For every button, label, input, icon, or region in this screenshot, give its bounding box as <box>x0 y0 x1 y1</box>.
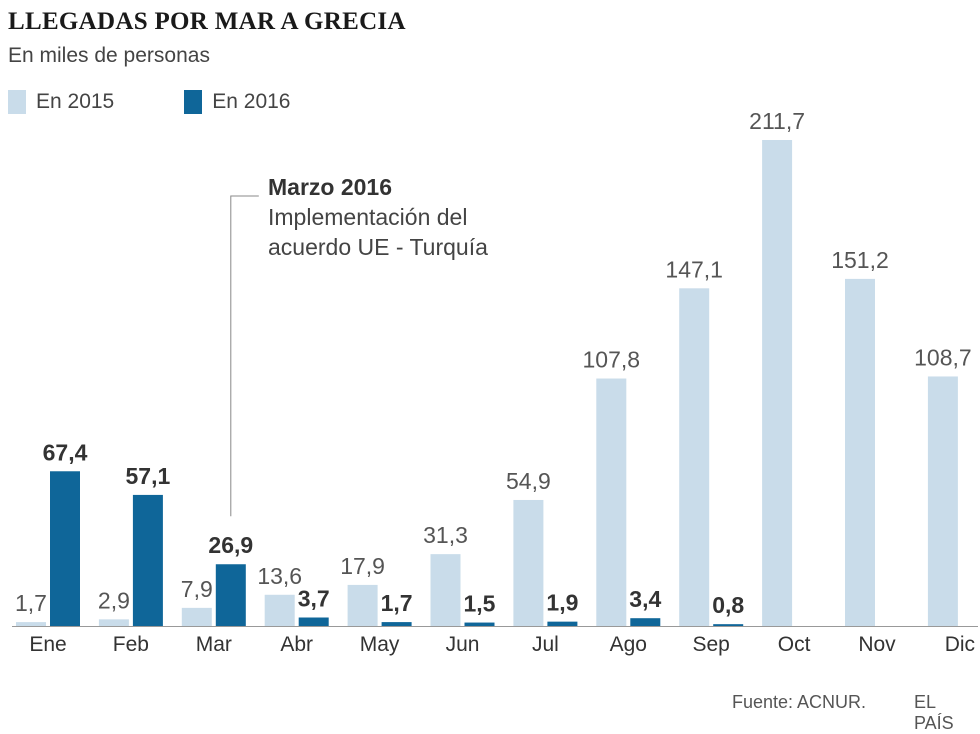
bar-2015-ago <box>596 378 627 626</box>
data-label-2016-jun: 1,5 <box>464 591 496 617</box>
data-label-2015-sep: 147,1 <box>665 256 723 282</box>
annotation-title: Marzo 2016 <box>268 174 393 200</box>
bar-2016-jul <box>547 621 578 626</box>
data-label-2016-ene: 67,4 <box>43 439 88 465</box>
data-label-2015-nov: 151,2 <box>831 247 889 273</box>
annotation-leader-line <box>230 195 259 517</box>
legend-label-2016: En 2016 <box>212 90 291 113</box>
bar-2015-sep <box>679 288 710 626</box>
bar-2015-abr <box>264 594 295 626</box>
data-label-2015-jul: 54,9 <box>506 468 551 494</box>
bar-2015-nov <box>845 278 875 626</box>
data-label-2015-abr: 13,6 <box>257 563 302 589</box>
bar-2016-sep <box>713 624 744 626</box>
x-tick-label-mar: Mar <box>196 633 232 656</box>
annotation-line-2: acuerdo UE - Turquía <box>268 234 488 260</box>
x-tick-label-feb: Feb <box>113 633 149 656</box>
bar-2016-jun <box>464 622 495 626</box>
data-label-2016-may: 1,7 <box>381 590 413 616</box>
legend-item-2015: En 2015 <box>8 90 114 114</box>
data-label-2016-ago: 3,4 <box>629 586 661 612</box>
bar-2016-may <box>381 622 412 626</box>
legend: En 2015 En 2016 <box>8 90 361 114</box>
bar-2015-oct <box>762 140 793 626</box>
bar-2016-mar <box>215 564 246 626</box>
annotation-line-1: Implementación del <box>268 204 468 230</box>
data-label-2015-may: 17,9 <box>340 553 385 579</box>
x-tick-label-dic: Dic <box>945 633 975 656</box>
data-label-2015-dic: 108,7 <box>914 344 972 370</box>
data-label-2016-abr: 3,7 <box>298 586 330 612</box>
bar-2015-mar <box>181 607 212 626</box>
x-tick-label-jun: Jun <box>446 633 480 656</box>
bar-2016-abr <box>298 617 329 626</box>
x-tick-label-nov: Nov <box>858 633 896 656</box>
bar-2015-feb <box>98 619 129 626</box>
x-tick-label-ago: Ago <box>610 633 647 656</box>
x-tick-label-sep: Sep <box>693 633 730 656</box>
bar-2015-ene <box>16 622 46 626</box>
data-label-2016-sep: 0,8 <box>712 592 744 618</box>
legend-swatch-2016 <box>184 90 203 114</box>
bar-2016-ago <box>630 618 661 626</box>
chart-subtitle: En miles de personas <box>8 44 210 67</box>
legend-swatch-2015 <box>8 90 26 114</box>
data-label-2016-jul: 1,9 <box>546 590 578 616</box>
chart-title: LLEGADAS POR MAR A GRECIA <box>8 8 406 35</box>
annotation: Marzo 2016 Implementación del acuerdo UE… <box>268 172 488 262</box>
bar-2015-jul <box>513 499 544 626</box>
data-label-2016-mar: 26,9 <box>208 532 253 558</box>
data-label-2016-feb: 57,1 <box>126 463 171 489</box>
data-label-2015-jun: 31,3 <box>423 522 468 548</box>
data-label-2015-mar: 7,9 <box>181 576 213 602</box>
x-tick-label-oct: Oct <box>778 633 811 656</box>
bar-2015-may <box>347 584 378 626</box>
legend-item-2016: En 2016 <box>184 90 291 114</box>
bar-2015-jun <box>430 554 461 626</box>
x-tick-label-may: May <box>360 633 400 656</box>
data-label-2015-ago: 107,8 <box>583 347 641 373</box>
source-note: Fuente: ACNUR. <box>732 692 867 712</box>
bar-2016-ene <box>50 471 80 626</box>
data-label-2015-feb: 2,9 <box>98 587 130 613</box>
bar-2015-dic <box>927 376 958 626</box>
legend-label-2015: En 2015 <box>36 90 115 113</box>
x-tick-label-ene: Ene <box>29 633 66 656</box>
data-label-2015-ene: 1,7 <box>15 590 47 616</box>
x-tick-label-abr: Abr <box>280 633 313 656</box>
data-label-2015-oct: 211,7 <box>749 108 805 134</box>
brand-logo: EL PAÍS <box>914 692 954 733</box>
x-tick-label-jul: Jul <box>532 633 559 656</box>
bar-2016-feb <box>132 494 163 626</box>
